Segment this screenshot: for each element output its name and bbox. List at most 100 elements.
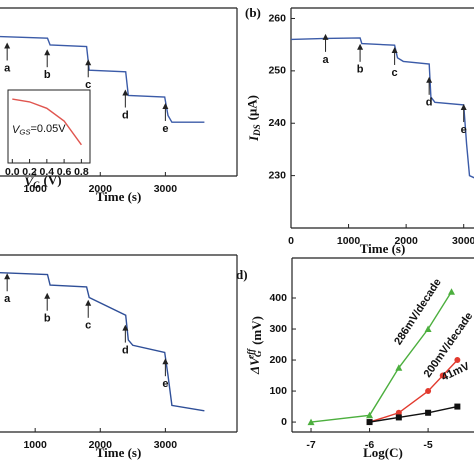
- annotation: e: [162, 123, 168, 135]
- series-line: [369, 405, 458, 423]
- subscript: G: [33, 180, 40, 190]
- arrow-head: [122, 324, 129, 331]
- marker: [307, 418, 315, 426]
- panel-label: (b): [245, 5, 261, 20]
- superscript: eff: [246, 348, 256, 359]
- series-line: [290, 37, 474, 179]
- annotation: c: [85, 79, 91, 91]
- annotation: a: [4, 62, 11, 74]
- marker: [454, 357, 461, 364]
- x-tick-label: 0.2: [22, 166, 37, 178]
- marker: [424, 325, 432, 333]
- x-tick-label: 0.8: [74, 166, 89, 178]
- arrow-head: [162, 102, 169, 109]
- x-axis-label: Log(C): [363, 445, 403, 460]
- y-tick-label: 240: [268, 117, 286, 129]
- y-tick-label: 300: [269, 323, 287, 335]
- subscript: GS: [19, 128, 31, 137]
- annotation: c: [392, 67, 398, 79]
- annotation: b: [44, 69, 51, 81]
- annotation: e: [461, 124, 467, 136]
- x-tick-label: 0.0: [5, 166, 20, 178]
- panel-label: d): [236, 267, 248, 282]
- x-axis-label: Time (s): [360, 241, 406, 256]
- annotation: a: [322, 54, 329, 66]
- arrow-head: [4, 273, 11, 280]
- subscript: G: [253, 350, 263, 357]
- y-tick-label: 0: [281, 416, 287, 428]
- unit: (V): [44, 173, 62, 188]
- y-axis-label: IDS (μA): [245, 95, 263, 142]
- symbol: I: [246, 135, 261, 142]
- marker: [425, 388, 432, 395]
- annotation: b: [44, 313, 51, 325]
- arrow-head: [426, 76, 433, 83]
- annotation: b: [357, 64, 364, 76]
- arrow-head: [122, 89, 129, 96]
- annotation: a: [4, 293, 11, 305]
- marker: [395, 409, 402, 416]
- inset-note: VGS=0.05V: [12, 123, 66, 137]
- series-line: [0, 272, 205, 412]
- x-tick-label: 3000: [154, 183, 178, 195]
- annotation: d: [122, 344, 129, 356]
- x-tick-label: 1000: [23, 183, 47, 195]
- annotation: 286mV/decade: [392, 277, 444, 348]
- x-tick-label: 3000: [452, 235, 474, 247]
- x-axis-label: Time (s): [96, 445, 142, 460]
- marker: [366, 419, 373, 426]
- x-tick-label: 0.6: [57, 166, 72, 178]
- marker: [366, 411, 374, 419]
- arrow-head: [357, 43, 364, 50]
- marker: [395, 364, 403, 371]
- symbol: V: [12, 124, 21, 136]
- arrow-head: [460, 104, 467, 111]
- arrow-head: [391, 46, 398, 53]
- symbol: V: [24, 174, 34, 189]
- y-tick-label: 100: [269, 385, 287, 397]
- subscript: DS: [252, 124, 262, 137]
- x-tick-label: 2000: [89, 439, 113, 451]
- symbol: ΔV: [247, 356, 262, 375]
- arrow-head: [162, 358, 169, 365]
- y-tick-label: 400: [269, 292, 287, 304]
- x-tick-label: 2000: [394, 235, 418, 247]
- annotation: c: [85, 320, 91, 332]
- x-axis-label: VG (V): [24, 173, 61, 191]
- arrow-head: [85, 59, 92, 66]
- x-tick-label: -6: [365, 439, 374, 451]
- y-axis-label: ΔVGeff (mV): [246, 316, 264, 375]
- arrow-head: [44, 49, 51, 56]
- x-tick-label: 0.4: [40, 166, 55, 178]
- unit: (μA): [245, 95, 260, 120]
- series-line: [310, 291, 453, 423]
- y-tick-label: 250: [268, 65, 286, 77]
- y-tick-label: 200: [269, 354, 287, 366]
- y-tick-label: 260: [268, 12, 286, 24]
- series-line: [12, 98, 82, 146]
- x-tick-label: -7: [306, 439, 315, 451]
- x-axis-label: Time (s): [96, 189, 142, 204]
- arrow-head: [322, 33, 329, 40]
- arrow-head: [4, 42, 11, 49]
- x-tick-label: 2000: [89, 183, 113, 195]
- x-tick-label: 0: [288, 235, 294, 247]
- annotation: d: [426, 97, 433, 109]
- unit: (mV): [249, 316, 264, 345]
- annotation: d: [122, 109, 129, 121]
- arrow-head: [44, 292, 51, 299]
- inset-frame: [7, 89, 91, 164]
- series-line: [369, 359, 458, 423]
- rest: =0.05V: [30, 123, 66, 135]
- marker: [454, 403, 461, 410]
- y-tick-label: 230: [268, 169, 286, 181]
- x-tick-label: 1000: [337, 235, 361, 247]
- x-tick-label: 1000: [23, 439, 47, 451]
- x-tick-label: -5: [423, 439, 432, 451]
- annotation: 41mV: [440, 360, 472, 384]
- marker: [395, 414, 402, 421]
- marker: [448, 288, 456, 295]
- marker: [425, 409, 432, 416]
- annotation: e: [162, 378, 168, 390]
